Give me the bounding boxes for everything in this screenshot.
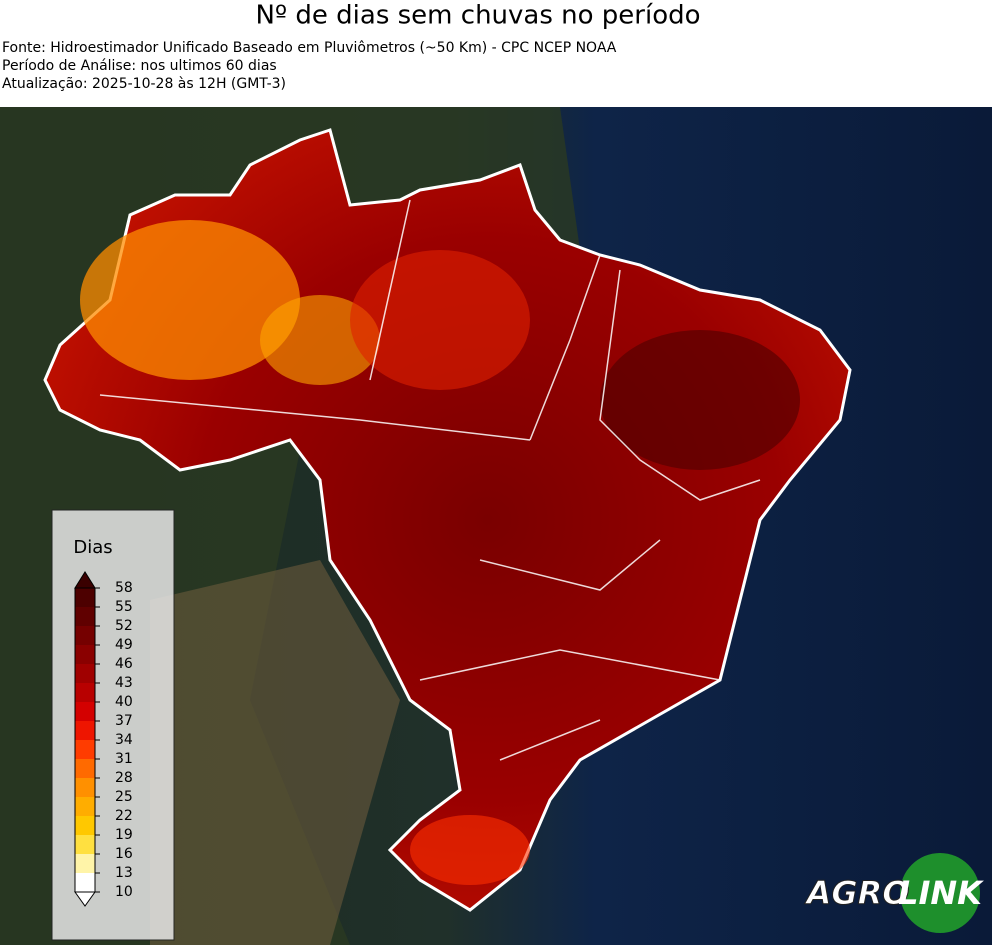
tick-label: 31 <box>115 751 133 767</box>
tick-label: 25 <box>115 789 133 805</box>
region <box>350 250 530 390</box>
tick-label: 55 <box>115 599 133 615</box>
tick-label: 40 <box>115 694 133 710</box>
tick-label: 13 <box>115 865 133 881</box>
tick-label: 34 <box>115 732 133 748</box>
colorbar-segment <box>75 873 95 892</box>
colorbar-segment <box>75 797 95 816</box>
legend-title: Dias <box>73 537 112 558</box>
tick-label: 52 <box>115 618 133 634</box>
tick-label: 19 <box>115 827 133 843</box>
colorbar-segment <box>75 588 95 607</box>
colorbar-segment <box>75 626 95 645</box>
colorbar-segment <box>75 721 95 740</box>
colorbar-segment <box>75 816 95 835</box>
tick-label: 10 <box>115 884 133 900</box>
logo-text: LINK <box>898 874 984 912</box>
logo-text: AGRO <box>804 874 910 912</box>
borders <box>99 199 761 761</box>
colorbar-segment <box>75 683 95 702</box>
colorbar-segment <box>75 778 95 797</box>
continent <box>150 560 400 945</box>
logo: AGRO LINK <box>803 853 984 933</box>
region <box>80 220 300 380</box>
info-line: Atualização: 2025-10-28 às 12H (GMT-3) <box>2 76 286 92</box>
tick-label: 28 <box>115 770 133 786</box>
colorbar-segment <box>75 702 95 721</box>
legend-box <box>51 509 175 941</box>
tick-label: 43 <box>115 675 133 691</box>
logo-circle <box>900 853 980 933</box>
region <box>600 330 800 470</box>
tick-label: 49 <box>115 637 133 653</box>
tick-label: 46 <box>115 656 133 672</box>
region <box>260 295 380 385</box>
colorbar-segment <box>75 664 95 683</box>
colorbar-segment <box>75 854 95 873</box>
legend: Dias 58 55 52 49 46 43 40 37 34 31 28 25 22 19 16 13 10 <box>51 509 175 941</box>
colorbar-segment <box>75 835 95 854</box>
tick-label: 37 <box>115 713 133 729</box>
colorbar: 58 55 52 49 46 43 40 37 34 31 28 25 22 19 16 13 10 <box>74 571 133 907</box>
region <box>410 815 530 885</box>
tick-label: 58 <box>115 580 133 596</box>
colorbar-segment <box>75 740 95 759</box>
tick-label: 22 <box>115 808 133 824</box>
title: Nº de dias sem chuvas no período <box>255 1 700 31</box>
colorbar-segment <box>75 607 95 626</box>
colorbar-segment <box>75 759 95 778</box>
info-line: Fonte: Hidroestimador Unificado Baseado … <box>2 40 617 56</box>
tick-label: 16 <box>115 846 133 862</box>
colorbar-segment <box>75 645 95 664</box>
info-line: Período de Análise: nos ultimos 60 dias <box>2 58 277 74</box>
